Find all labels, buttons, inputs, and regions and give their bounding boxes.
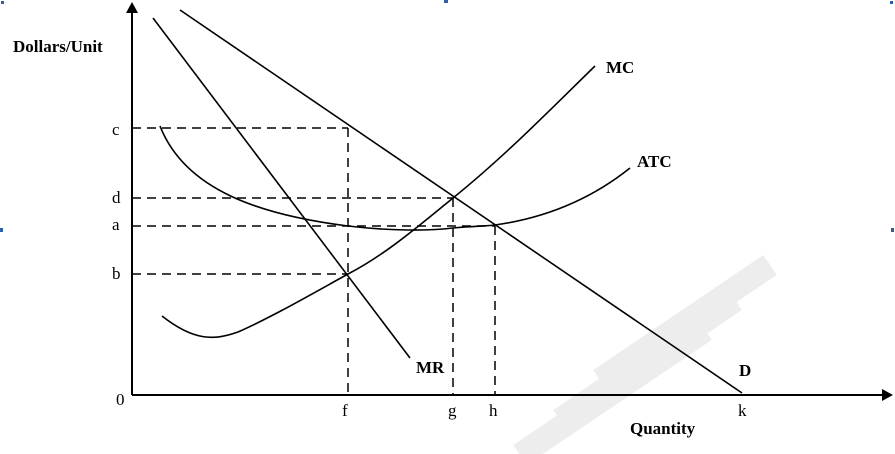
- watermark: [513, 255, 777, 454]
- y-axis-arrowhead: [126, 2, 138, 13]
- x-tick-h: h: [489, 401, 498, 420]
- marginal-cost-curve: [161, 65, 596, 339]
- y-tick-d: d: [112, 188, 121, 207]
- curves: [152, 9, 743, 394]
- y-axis-title: Dollars/Unit: [13, 37, 103, 56]
- x-axis-title: Quantity: [630, 419, 696, 438]
- y-tick-b: b: [112, 264, 121, 283]
- y-tick-a: a: [112, 215, 120, 234]
- demand-curve: [179, 9, 743, 394]
- y-tick-c: c: [112, 120, 120, 139]
- x-axis-arrowhead: [882, 389, 893, 401]
- x-tick-labels: f g h k: [342, 401, 747, 420]
- x-tick-g: g: [448, 401, 457, 420]
- average-total-cost-curve: [159, 125, 631, 231]
- x-tick-k: k: [738, 401, 747, 420]
- mc-label: MC: [606, 58, 634, 77]
- atc-label: ATC: [637, 152, 672, 171]
- marginal-revenue-curve: [152, 17, 411, 359]
- origin-label: 0: [116, 390, 125, 409]
- y-tick-labels: c d a b: [112, 120, 121, 283]
- x-tick-f: f: [342, 401, 348, 420]
- dashed-guides: [132, 127, 496, 395]
- demand-label: D: [739, 361, 751, 380]
- mr-label: MR: [416, 358, 445, 377]
- axes: [131, 10, 886, 396]
- edge-marks: [0, 0, 894, 232]
